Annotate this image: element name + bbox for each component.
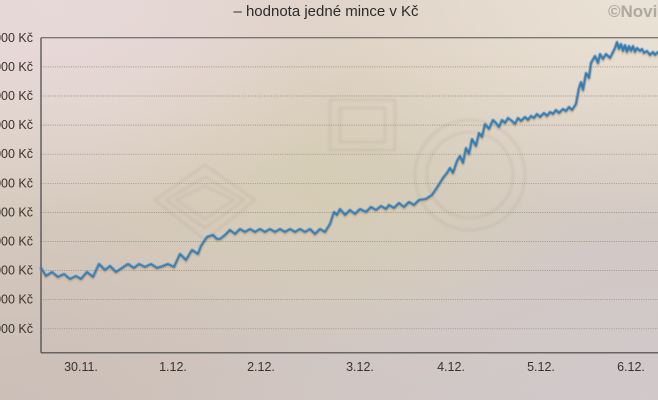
svg-text:000 Kč: 000 Kč	[0, 60, 33, 74]
svg-text:30.11.: 30.11.	[64, 360, 98, 374]
svg-text:000 Kč: 000 Kč	[0, 235, 33, 249]
svg-text:000 Kč: 000 Kč	[0, 89, 33, 103]
svg-text:2.12.: 2.12.	[247, 360, 275, 374]
svg-text:000 Kč: 000 Kč	[0, 322, 33, 336]
svg-text:3.12.: 3.12.	[346, 360, 374, 374]
svg-text:000 Kč: 000 Kč	[0, 205, 33, 219]
svg-text:000 Kč: 000 Kč	[0, 118, 33, 132]
svg-text:000 Kč: 000 Kč	[0, 176, 33, 190]
svg-text:5.12.: 5.12.	[527, 360, 555, 374]
svg-text:000 Kč: 000 Kč	[0, 31, 33, 45]
svg-text:1.12.: 1.12.	[159, 360, 187, 374]
svg-text:000 Kč: 000 Kč	[0, 293, 33, 307]
svg-text:4.12.: 4.12.	[437, 360, 465, 374]
svg-text:000 Kč: 000 Kč	[0, 264, 33, 278]
svg-text:000 Kč: 000 Kč	[0, 147, 33, 161]
svg-text:6.12.: 6.12.	[617, 360, 645, 374]
svg-text:©Novinky.cz: ©Novinky.cz	[608, 2, 658, 21]
svg-text:– hodnota jedné mince v Kč: – hodnota jedné mince v Kč	[233, 3, 419, 20]
